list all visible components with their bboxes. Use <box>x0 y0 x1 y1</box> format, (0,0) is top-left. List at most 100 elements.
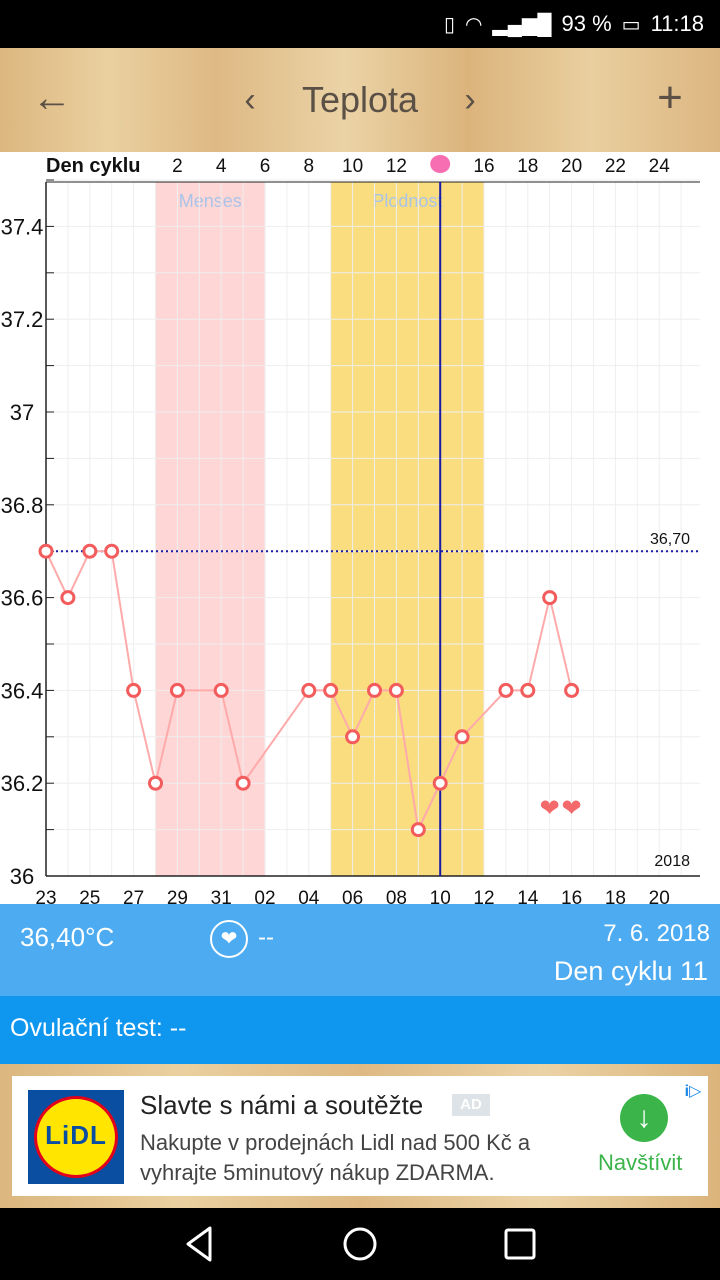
battery-icon: ▭ <box>621 13 641 36</box>
year-label: 2018 <box>654 853 690 870</box>
top-tick-label: 10 <box>342 156 363 177</box>
temperature-point <box>235 775 251 791</box>
plus-icon: + <box>657 73 683 122</box>
temperature-point <box>520 682 536 698</box>
x-date-label: 04 <box>298 888 320 904</box>
x-date-label: 23 <box>35 888 56 904</box>
y-tick-label: 36.6 <box>1 586 44 611</box>
wifi-icon: ◠ <box>464 13 483 36</box>
x-date-label: 14 <box>517 888 539 904</box>
temperature-point <box>323 682 339 698</box>
x-date-label: 08 <box>386 888 407 904</box>
temperature-value: 36,40°C <box>20 922 115 952</box>
temperature-point <box>454 729 470 745</box>
day-info-bar[interactable]: 36,40°C ❤ -- 7. 6. 2018 Den cyklu 11 <box>0 904 720 996</box>
temperature-point <box>104 543 120 559</box>
temperature-point <box>542 590 558 606</box>
intercourse-value: -- <box>258 924 274 951</box>
x-date-label: 02 <box>254 888 275 904</box>
x-date-label: 18 <box>605 888 626 904</box>
y-tick-label: 36.2 <box>1 771 44 796</box>
temperature-point <box>345 729 361 745</box>
temperature-point <box>169 682 185 698</box>
x-date-label: 20 <box>649 888 670 904</box>
x-date-label: 06 <box>342 888 363 904</box>
ad-choices-icon[interactable]: i▷ <box>684 1083 702 1100</box>
coverline-label: 36,70 <box>650 531 690 548</box>
y-tick-label: 36.4 <box>1 678 44 703</box>
prev-chart-button[interactable]: ‹ <box>230 81 270 120</box>
top-tick-label: 8 <box>304 156 315 177</box>
status-bar: ▯ ◠ ▂▄▆█ 93 % ▭ 11:18 <box>0 0 720 48</box>
ad-title: Slavte s námi a soutěžte <box>140 1090 424 1120</box>
top-tick-label: 20 <box>561 156 582 177</box>
ad-cta-button[interactable]: Navštívit <box>598 1150 683 1175</box>
lidl-logo: LiDL <box>28 1090 124 1184</box>
y-tick-label: 36 <box>10 864 34 889</box>
top-axis-label: Den cyklu <box>46 155 140 177</box>
chevron-right-icon: › <box>464 80 476 119</box>
arrow-left-icon: ← <box>32 76 72 120</box>
heart-icon[interactable]: ❤ <box>210 920 248 958</box>
home-nav-icon[interactable] <box>338 1222 382 1266</box>
band-label: Plodnost <box>372 191 442 211</box>
page-title: Teplota <box>301 79 419 120</box>
band-label: Menses <box>179 191 242 211</box>
ad-card[interactable]: LiDL Slavte s námi a soutěžte AD Nakupte… <box>12 1076 708 1196</box>
top-tick-label: 4 <box>216 156 227 177</box>
temperature-chart[interactable]: Menses Plodnost Den cyklu 2 4 6 8 10 12 16 18 20 22… <box>0 152 720 904</box>
temperature-point <box>148 775 163 791</box>
y-tick-label: 37.2 <box>1 307 44 332</box>
intercourse-heart-icon: ❤ <box>562 794 582 822</box>
x-date-label: 31 <box>211 888 232 904</box>
signal-icon: ▂▄▆█ <box>492 13 552 36</box>
ad-badge: AD <box>452 1094 490 1116</box>
x-date-label: 12 <box>473 888 494 904</box>
next-chart-button[interactable]: › <box>450 81 490 120</box>
top-tick-label: 2 <box>172 156 183 177</box>
top-tick-label: 6 <box>260 156 271 177</box>
chevron-left-icon: ‹ <box>244 80 256 119</box>
top-tick-label: 12 <box>386 156 407 177</box>
temperature-point <box>38 543 54 559</box>
temperature-point <box>82 543 98 559</box>
temperature-point <box>498 682 514 698</box>
add-button[interactable]: + <box>648 72 692 124</box>
temperature-point <box>60 590 76 606</box>
download-icon[interactable]: ↓ <box>620 1094 668 1142</box>
x-date-label: 16 <box>561 888 582 904</box>
x-date-label: 25 <box>79 888 100 904</box>
temperature-point <box>301 682 317 698</box>
navigation-bar <box>0 1208 720 1280</box>
temperature-point <box>564 682 580 698</box>
recents-nav-icon[interactable] <box>498 1222 542 1266</box>
y-tick-label: 36.8 <box>1 493 44 518</box>
back-button[interactable]: ← <box>30 76 74 120</box>
intercourse-heart-icon: ❤ <box>540 794 560 822</box>
top-tick-label: 16 <box>473 156 494 177</box>
temperature-point <box>367 682 382 698</box>
x-date-label: 10 <box>430 888 451 904</box>
back-nav-icon[interactable] <box>178 1222 222 1266</box>
temperature-point <box>410 822 426 838</box>
y-tick-label: 37.4 <box>1 214 44 239</box>
selected-date: 7. 6. 2018 <box>603 920 710 947</box>
x-date-label: 27 <box>123 888 144 904</box>
temperature-point <box>388 682 404 698</box>
cycle-day: Den cyklu 11 <box>553 956 708 986</box>
y-tick-label: 37 <box>10 400 34 425</box>
chart-svg[interactable]: Menses Plodnost Den cyklu 2 4 6 8 10 12 16 18 20 22… <box>0 152 720 904</box>
ad-description: Nakupte v prodejnách Lidl nad 500 Kč a v… <box>140 1130 531 1185</box>
top-tick-label: 24 <box>649 156 671 177</box>
band-0 <box>155 182 265 876</box>
x-date-label: 29 <box>167 888 188 904</box>
ovulation-test-text: Ovulační test: -- <box>10 1014 187 1042</box>
battery-percent: 93 % <box>561 11 612 36</box>
temperature-point <box>126 682 142 698</box>
ovulation-test-bar[interactable]: Ovulační test: -- <box>0 996 720 1064</box>
top-tick-label: 22 <box>605 156 626 177</box>
temperature-point <box>213 682 229 698</box>
ad-banner: LiDL Slavte s námi a soutěžte AD Nakupte… <box>0 1064 720 1208</box>
title-switcher: ‹ Teplota › <box>230 72 490 128</box>
top-tick-label: 18 <box>517 156 538 177</box>
